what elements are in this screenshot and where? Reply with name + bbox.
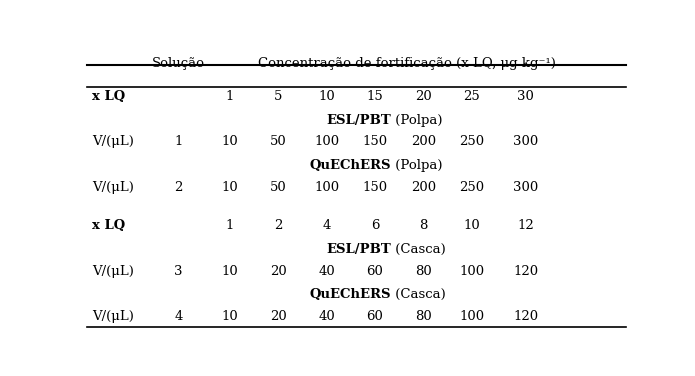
Text: 10: 10 [464,219,480,232]
Text: 40: 40 [318,310,335,323]
Text: 60: 60 [366,310,384,323]
Text: 2: 2 [274,219,282,232]
Text: 30: 30 [517,90,534,103]
Text: 15: 15 [367,90,384,103]
Text: V/(μL): V/(μL) [92,181,134,194]
Text: 1: 1 [225,90,234,103]
Text: 120: 120 [514,310,539,323]
Text: 8: 8 [419,219,427,232]
Text: 100: 100 [314,181,339,194]
Text: 10: 10 [221,181,238,194]
Text: 50: 50 [270,135,286,149]
Text: 120: 120 [514,265,539,277]
Text: 12: 12 [518,219,534,232]
Text: ESL/PBT: ESL/PBT [327,114,391,127]
Text: V/(μL): V/(μL) [92,310,134,323]
Text: 3: 3 [174,265,183,277]
Text: QuEChERS: QuEChERS [310,159,391,172]
Text: 250: 250 [459,135,484,149]
Text: 200: 200 [411,135,436,149]
Text: 25: 25 [464,90,480,103]
Text: 150: 150 [363,181,388,194]
Text: 20: 20 [415,90,432,103]
Text: 2: 2 [174,181,183,194]
Text: QuEChERS: QuEChERS [310,288,391,301]
Text: 20: 20 [270,310,286,323]
Text: (Casca): (Casca) [391,288,446,301]
Text: 20: 20 [270,265,286,277]
Text: x LQ: x LQ [92,90,126,103]
Text: 10: 10 [221,310,238,323]
Text: 250: 250 [459,181,484,194]
Text: 5: 5 [274,90,282,103]
Text: 200: 200 [411,181,436,194]
Text: 100: 100 [459,265,484,277]
Text: 300: 300 [513,181,539,194]
Text: 6: 6 [371,219,379,232]
Text: ESL/PBT: ESL/PBT [327,243,391,256]
Text: 4: 4 [322,219,331,232]
Text: 300: 300 [513,135,539,149]
Text: 150: 150 [363,135,388,149]
Text: Solução: Solução [152,57,205,70]
Text: 80: 80 [415,265,432,277]
Text: 1: 1 [174,135,183,149]
Text: 4: 4 [174,310,183,323]
Text: x LQ: x LQ [92,219,126,232]
Text: (Polpa): (Polpa) [391,114,443,127]
Text: 60: 60 [366,265,384,277]
Text: 40: 40 [318,265,335,277]
Text: 80: 80 [415,310,432,323]
Text: 1: 1 [225,219,234,232]
Text: V/(μL): V/(μL) [92,265,134,277]
Text: (Polpa): (Polpa) [391,159,443,172]
Text: 10: 10 [318,90,335,103]
Text: 10: 10 [221,265,238,277]
Text: 10: 10 [221,135,238,149]
Text: 50: 50 [270,181,286,194]
Text: Concentração de fortificação (x LQ, μg kg⁻¹): Concentração de fortificação (x LQ, μg k… [259,57,556,70]
Text: 100: 100 [314,135,339,149]
Text: 100: 100 [459,310,484,323]
Text: V/(μL): V/(μL) [92,135,134,149]
Text: (Casca): (Casca) [391,243,446,256]
